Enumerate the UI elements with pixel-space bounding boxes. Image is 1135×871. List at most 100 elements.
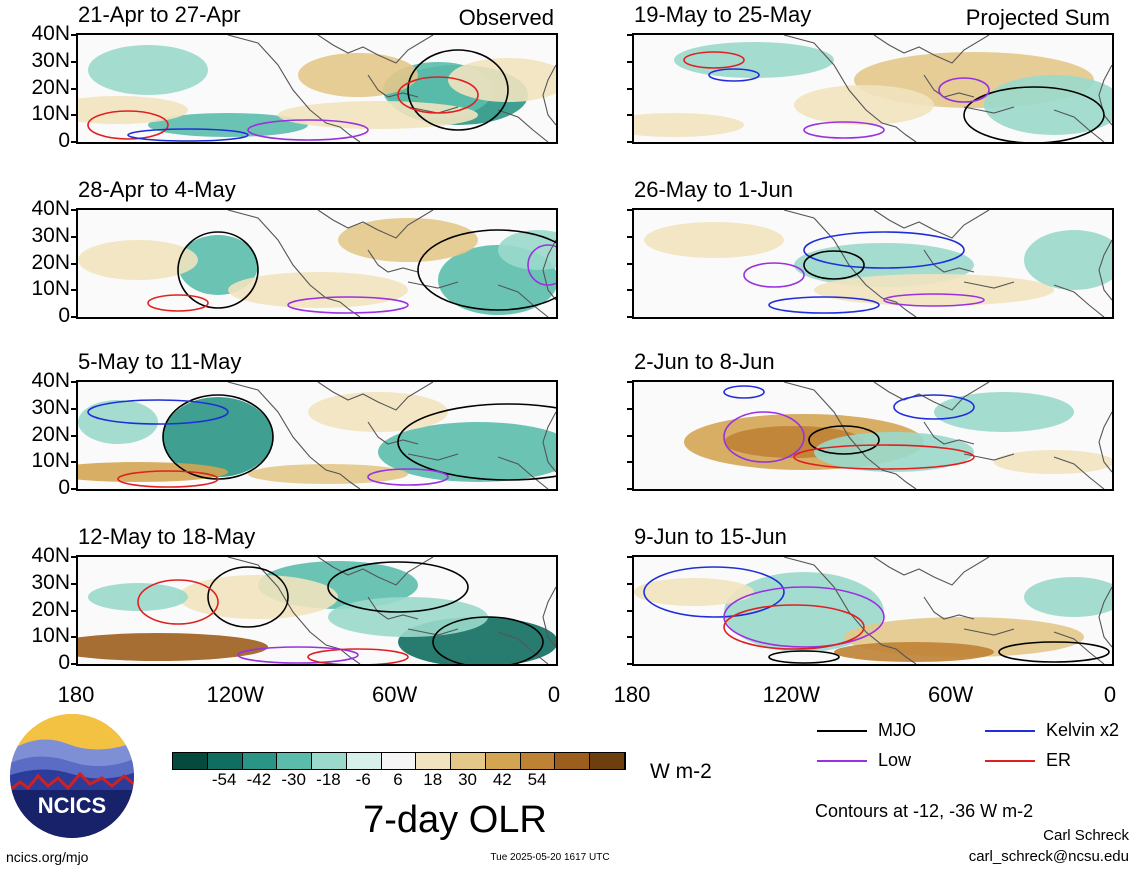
colorbar-swatch (242, 753, 278, 769)
colorbar-tick-label: -54 (211, 770, 237, 789)
olr-map-panel (632, 380, 1114, 491)
latitude-tick-label: 30N (31, 223, 70, 247)
wave-contour (793, 444, 975, 470)
latitude-tick (71, 636, 77, 639)
olr-anomaly-shading (994, 450, 1112, 474)
olr-anomaly-shading (308, 392, 448, 432)
latitude-tick (627, 434, 633, 437)
latitude-tick (627, 663, 633, 665)
panel-title: 19-May to 25-May (634, 2, 812, 27)
longitude-tick-label: 60W (372, 682, 418, 707)
latitude-tick (71, 461, 77, 464)
olr-anomaly-shading (88, 45, 208, 95)
olr-map-svg (644, 210, 1112, 317)
latitude-tick-label: 40N (31, 22, 70, 45)
latitude-tick (627, 407, 633, 410)
wave-contour (247, 119, 369, 141)
coastline (783, 382, 1112, 489)
wave-contour (87, 399, 229, 425)
olr-anomaly-shading (178, 235, 258, 295)
colorbar-swatch (277, 753, 313, 769)
wave-contour (768, 296, 880, 314)
longitude-tick-label: 120W (762, 682, 821, 707)
latitude-tick (627, 235, 633, 238)
wave-contour (808, 425, 880, 455)
wave-contour (883, 293, 985, 307)
latitude-tick-label: 30N (31, 395, 70, 419)
latitude-tick-label: 0 (58, 129, 70, 152)
olr-anomaly-shading (674, 42, 834, 78)
latitude-tick (627, 556, 633, 558)
latitude-tick (71, 434, 77, 437)
latitude-tick-label: 30N (31, 48, 70, 72)
latitude-tick-label: 0 (58, 651, 70, 674)
ncics-logo: NCICS (8, 712, 136, 840)
olr-anomaly-shading (934, 392, 1074, 432)
olr-anomaly-shading (814, 274, 1054, 306)
legend-label-kelvin: Kelvin x2 (1046, 720, 1120, 740)
wave-contour (803, 121, 885, 139)
wave-contour (127, 128, 249, 142)
latitude-tick (71, 316, 77, 318)
wave-contour (963, 86, 1105, 142)
olr-anomaly-shading (148, 113, 308, 137)
olr-map-svg (684, 382, 1112, 489)
olr-anomaly-shading (1024, 577, 1112, 617)
olr-anomaly-shading (634, 578, 754, 606)
wave-contour (307, 648, 409, 664)
panel-title: 5-May to 11-May (78, 349, 242, 374)
logo-graphic: NCICS (10, 714, 134, 838)
coastline (227, 35, 556, 142)
legend-label-low: Low (878, 750, 912, 770)
olr-anomaly-shading (834, 642, 994, 662)
colorbar-swatch (207, 753, 243, 769)
legend-label-er: ER (1046, 750, 1072, 770)
wave-contour (137, 579, 219, 625)
olr-anomaly-shading (984, 75, 1112, 135)
site-link[interactable]: ncics.org/mjo (6, 849, 89, 865)
latitude-tick (71, 60, 77, 63)
olr-anomaly-shading (1024, 230, 1112, 290)
latitude-tick (71, 289, 77, 292)
colorbar-swatch (590, 753, 625, 769)
latitude-tick-label: 20N (31, 422, 70, 446)
olr-anomaly-shading (498, 230, 556, 270)
latitude-tick (627, 636, 633, 639)
latitude-tick (71, 235, 77, 238)
olr-map-svg (78, 35, 556, 142)
timestamp: Tue 2025-05-20 1617 UTC (490, 852, 610, 863)
legend-swatch-mjo (817, 730, 867, 732)
wave-contour (397, 76, 479, 114)
latitude-tick-label: 40N (31, 197, 70, 220)
olr-anomaly-shading (78, 240, 198, 280)
latitude-tick (627, 316, 633, 318)
latitude-tick (627, 209, 633, 211)
latitude-tick (71, 582, 77, 585)
latitude-tick-label: 40N (31, 544, 70, 567)
colorbar (172, 752, 626, 770)
wave-contour (683, 51, 745, 69)
wave-contour (237, 646, 359, 664)
panel-title: 28-Apr to 4-May (78, 177, 236, 202)
olr-map-svg (78, 382, 556, 489)
colorbar-tick-label: 30 (458, 770, 477, 789)
longitude-tick-label: 180 (613, 682, 651, 707)
panel-title: 2-Jun to 8-Jun (634, 349, 775, 374)
wave-contour (432, 616, 544, 664)
colorbar-swatch (451, 753, 486, 769)
latitude-tick (71, 488, 77, 490)
coastline (783, 210, 1112, 317)
wave-contour (643, 566, 785, 618)
latitude-tick-label: 0 (58, 476, 70, 499)
wave-contour (367, 468, 449, 486)
longitude-tick-label: 120W (206, 682, 265, 707)
latitude-tick (627, 609, 633, 612)
olr-anomaly-shading (634, 113, 744, 137)
latitude-tick (71, 209, 77, 211)
wave-contour (723, 385, 765, 399)
colorbar-swatch (555, 753, 591, 769)
colorbar-swatch (485, 753, 521, 769)
colorbar-tick-label: 6 (393, 770, 403, 789)
legend-swatch-low (817, 760, 867, 762)
colorbar-title: 7-day OLR (363, 799, 547, 841)
